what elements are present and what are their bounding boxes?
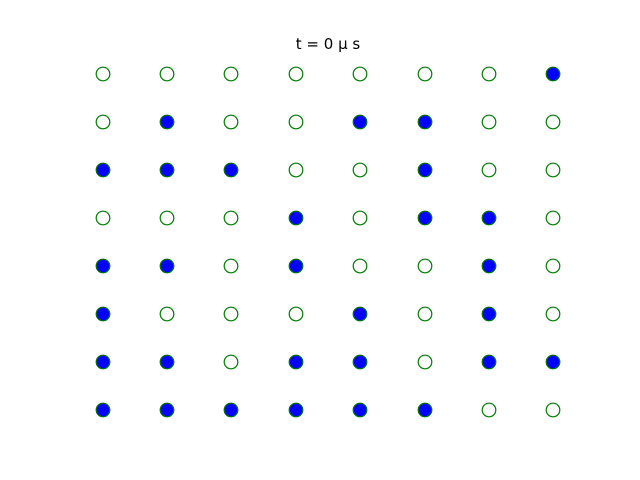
empty-site: [223, 258, 239, 274]
empty-site: [417, 354, 433, 370]
occupied-site: [159, 114, 175, 130]
occupied-site: [95, 162, 111, 178]
lattice-sites: [95, 66, 561, 418]
occupied-site: [159, 354, 175, 370]
occupied-site: [545, 354, 561, 370]
occupied-site: [545, 66, 561, 82]
occupied-site: [352, 306, 368, 322]
occupied-site: [481, 354, 497, 370]
empty-site: [288, 162, 304, 178]
empty-site: [223, 66, 239, 82]
occupied-site: [288, 258, 304, 274]
occupied-site: [288, 402, 304, 418]
empty-site: [288, 306, 304, 322]
empty-site: [545, 402, 561, 418]
occupied-site: [352, 402, 368, 418]
empty-site: [159, 306, 175, 322]
occupied-site: [288, 354, 304, 370]
empty-site: [95, 66, 111, 82]
occupied-site: [159, 258, 175, 274]
empty-site: [481, 66, 497, 82]
occupied-site: [352, 354, 368, 370]
empty-site: [288, 114, 304, 130]
occupied-site: [288, 210, 304, 226]
occupied-site: [223, 402, 239, 418]
empty-site: [223, 306, 239, 322]
empty-site: [352, 210, 368, 226]
empty-site: [545, 306, 561, 322]
occupied-site: [352, 114, 368, 130]
occupied-site: [417, 210, 433, 226]
empty-site: [417, 306, 433, 322]
empty-site: [481, 162, 497, 178]
empty-site: [223, 114, 239, 130]
empty-site: [417, 258, 433, 274]
occupied-site: [481, 210, 497, 226]
occupied-site: [95, 402, 111, 418]
occupied-site: [159, 162, 175, 178]
empty-site: [288, 66, 304, 82]
figure-title: t = 0 μ s: [296, 35, 361, 53]
empty-site: [417, 66, 433, 82]
occupied-site: [481, 258, 497, 274]
empty-site: [545, 162, 561, 178]
empty-site: [159, 210, 175, 226]
occupied-site: [95, 258, 111, 274]
occupied-site: [417, 162, 433, 178]
occupied-site: [417, 402, 433, 418]
empty-site: [95, 210, 111, 226]
empty-site: [481, 114, 497, 130]
empty-site: [352, 162, 368, 178]
empty-site: [95, 114, 111, 130]
empty-site: [545, 114, 561, 130]
empty-site: [352, 258, 368, 274]
empty-site: [352, 66, 368, 82]
occupied-site: [95, 306, 111, 322]
occupied-site: [223, 162, 239, 178]
empty-site: [223, 354, 239, 370]
occupied-site: [95, 354, 111, 370]
occupied-site: [159, 402, 175, 418]
empty-site: [481, 402, 497, 418]
occupied-site: [417, 114, 433, 130]
empty-site: [545, 210, 561, 226]
empty-site: [159, 66, 175, 82]
empty-site: [545, 258, 561, 274]
occupied-site: [481, 306, 497, 322]
empty-site: [223, 210, 239, 226]
